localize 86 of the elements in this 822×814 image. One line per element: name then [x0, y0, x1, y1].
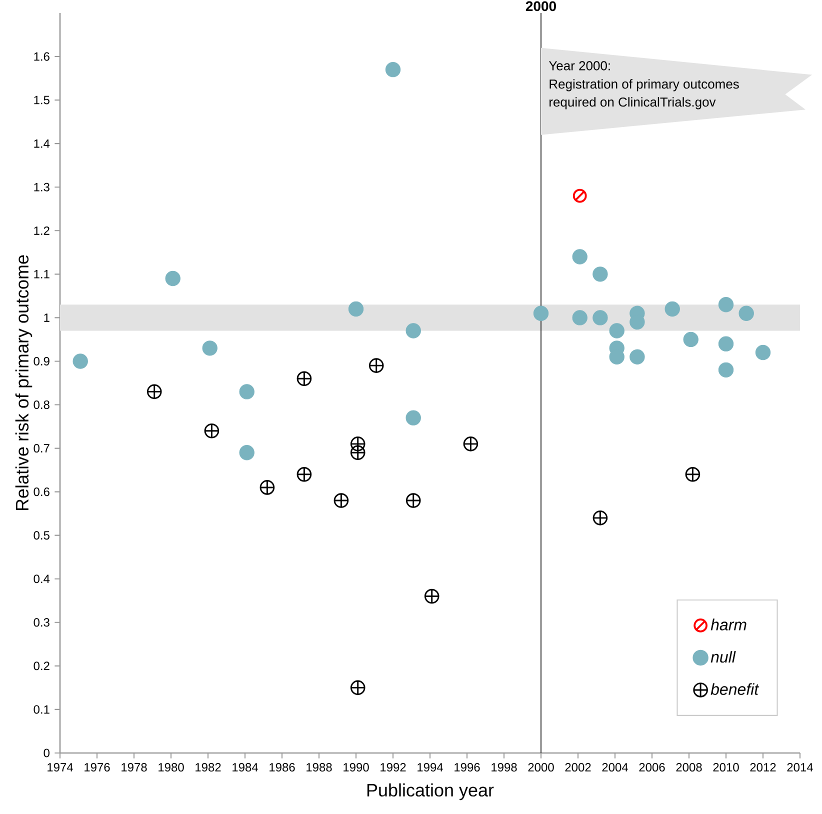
y-tick-label: 0.5 [34, 531, 50, 540]
legend-label: null [710, 650, 736, 663]
y-axis-title: Relative risk of primary outcome [15, 255, 32, 510]
annotation: Year 2000: [548, 61, 610, 70]
x-tick-label: 2002 [565, 763, 591, 772]
point [738, 306, 754, 321]
x-tick-label: 1988 [306, 763, 332, 772]
point [533, 306, 549, 321]
point [718, 336, 734, 352]
point [718, 297, 734, 312]
ref-line-label: 2000 [526, 1, 556, 12]
y-tick-label: 0 [44, 748, 50, 758]
point [755, 344, 771, 360]
point [572, 188, 587, 203]
y-tick-label: 1.5 [34, 96, 50, 104]
x-tick-label: 1998 [492, 763, 517, 772]
y-tick-label: 0.9 [34, 356, 50, 366]
point [406, 493, 421, 508]
x-tick-label: 1992 [380, 763, 406, 772]
point [592, 510, 608, 526]
x-tick-label: 2006 [639, 763, 665, 772]
point [406, 323, 421, 338]
y-tick-label: 0.8 [34, 400, 50, 410]
x-tick-label: 2014 [787, 763, 813, 772]
legend-label: benefit [710, 683, 760, 695]
point [685, 467, 700, 482]
x-tick-label: 2004 [602, 763, 628, 772]
y-tick-label: 1.6 [34, 52, 50, 61]
point [146, 384, 162, 400]
point [609, 323, 624, 338]
x-tick-label: 1996 [454, 763, 480, 772]
x-tick-label: 1990 [344, 763, 369, 772]
point [368, 358, 384, 373]
point [664, 301, 680, 317]
x-tick-label: 1994 [418, 763, 443, 772]
x-tick-label: 1976 [84, 763, 110, 772]
x-tick-label: 1974 [48, 763, 73, 772]
point [592, 310, 608, 326]
point [72, 354, 88, 369]
x-tick-label: 1986 [270, 763, 295, 772]
y-tick-label: 1 [44, 314, 50, 322]
x-tick-label: 1982 [196, 763, 221, 772]
point [424, 588, 440, 604]
point [334, 493, 349, 508]
x-tick-label: 2010 [713, 763, 739, 772]
point [592, 266, 608, 282]
point [239, 384, 254, 400]
point [202, 340, 218, 356]
point [296, 467, 312, 482]
point [385, 62, 401, 78]
x-axis-title: Publication year [367, 783, 494, 800]
point [165, 270, 180, 286]
point [463, 436, 478, 452]
point [348, 301, 364, 317]
point [406, 410, 421, 426]
point [683, 332, 698, 348]
annotation: required on ClinicalTrials.gov [550, 97, 716, 110]
annotation: Registration of primary outcomes [550, 79, 739, 92]
point [204, 423, 220, 438]
x-tick-label: 2000 [528, 763, 554, 772]
point [260, 480, 275, 495]
x-tick-label: 2012 [750, 763, 776, 772]
y-tick-label: 0.6 [34, 488, 50, 496]
x-tick-label: 2008 [676, 763, 702, 772]
y-tick-label: 0.4 [34, 574, 50, 584]
point [239, 445, 254, 460]
point [572, 310, 588, 326]
x-tick-label: 1978 [122, 763, 147, 772]
point [350, 436, 366, 452]
y-tick-label: 0.3 [34, 618, 50, 627]
legend-label: harm [710, 618, 746, 630]
point [718, 362, 734, 378]
y-tick-label: 1.3 [34, 182, 50, 192]
point [296, 371, 312, 386]
y-tick-label: 1.1 [34, 270, 50, 278]
point [572, 249, 588, 264]
y-tick-label: 0.2 [34, 662, 50, 670]
point [630, 349, 645, 364]
y-tick-label: 1.4 [34, 139, 50, 148]
y-tick-label: 0.1 [34, 705, 50, 714]
x-tick-label: 1980 [158, 763, 184, 772]
point [350, 680, 366, 696]
x-tick-label: 1984 [232, 763, 258, 772]
point [350, 445, 366, 460]
y-tick-label: 0.7 [34, 444, 50, 453]
y-tick-label: 1.2 [34, 226, 50, 235]
